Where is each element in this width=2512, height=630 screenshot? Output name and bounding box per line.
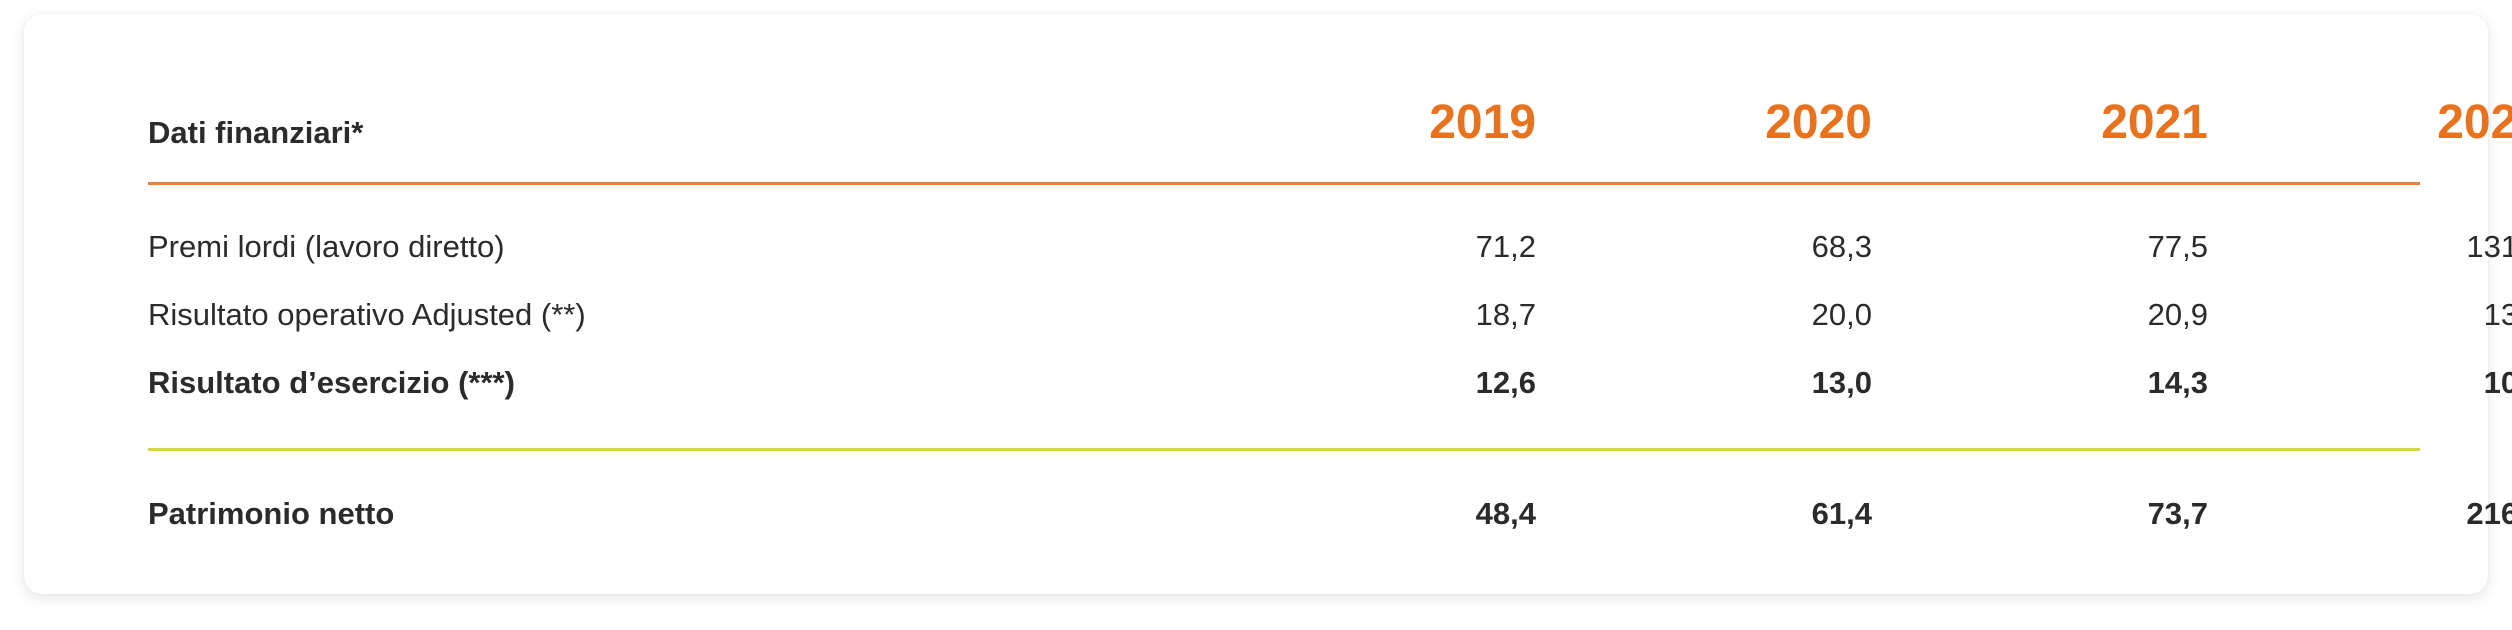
row-value: 73,7 (2147, 496, 2208, 531)
row-value: 20,0 (1811, 297, 1872, 332)
table-header-row: Dati finanziari* 2019 2020 2021 2022 (148, 74, 2512, 184)
row-value: 14,3 (2147, 365, 2208, 400)
row-label: Patrimonio netto (148, 496, 395, 531)
year-header-2020: 2020 (1765, 96, 1872, 149)
row-value: 13,9 (2483, 297, 2512, 332)
table-row: Risultato d’esercizio (***) 12,6 13,0 14… (148, 358, 2512, 408)
financial-data-card: Dati finanziari* 2019 2020 2021 2022 Pre… (24, 14, 2512, 594)
row-value: 61,4 (1811, 496, 1872, 531)
row-value: 48,4 (1475, 496, 1536, 531)
row-value: 77,5 (2147, 229, 2208, 264)
year-header-2019: 2019 (1429, 96, 1536, 149)
row-value: 68,3 (1811, 229, 1872, 264)
year-header-2021: 2021 (2101, 96, 2208, 149)
row-value: 10,8 (2483, 365, 2512, 400)
row-label: Risultato operativo Adjusted (**) (148, 297, 586, 332)
table-row: Risultato operativo Adjusted (**) 18,7 2… (148, 290, 2512, 340)
row-value: 18,7 (1475, 297, 1536, 332)
year-header-2022: 2022 (2437, 96, 2512, 149)
table-row: Premi lordi (lavoro diretto) 71,2 68,3 7… (148, 222, 2512, 272)
row-value: 20,9 (2147, 297, 2208, 332)
header-divider (148, 182, 2420, 185)
row-value: 71,2 (1475, 229, 1536, 264)
row-label: Premi lordi (lavoro diretto) (148, 229, 505, 264)
row-label: Risultato d’esercizio (***) (148, 365, 515, 400)
row-value: 12,6 (1475, 365, 1536, 400)
section-divider (148, 448, 2420, 451)
row-value: 13,0 (1811, 365, 1872, 400)
table-row: Patrimonio netto 48,4 61,4 73,7 216,6 (148, 489, 2512, 539)
table-header-label: Dati finanziari* (148, 115, 364, 150)
row-value: 216,6 (2466, 496, 2512, 531)
row-value: 131,4 (2466, 229, 2512, 264)
